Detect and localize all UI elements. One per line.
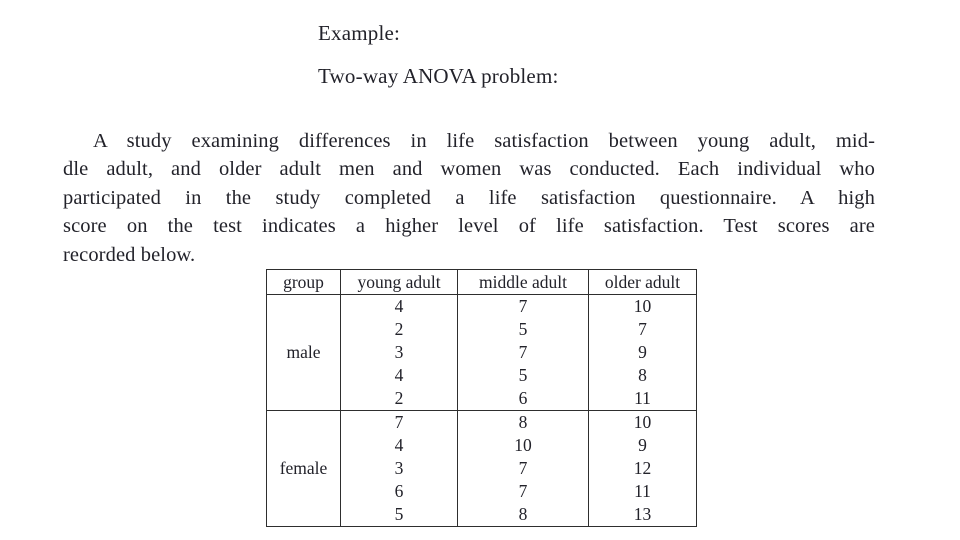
score-cell: 7 — [457, 457, 589, 480]
table-row: 4 5 8 — [267, 364, 697, 387]
score-cell: 2 — [340, 387, 458, 411]
score-cell: 8 — [588, 364, 697, 387]
table-row: 6 7 11 — [267, 480, 697, 503]
score-cell: 7 — [457, 341, 589, 364]
score-cell: 11 — [588, 387, 697, 411]
score-cell: 4 — [340, 434, 458, 457]
score-cell: 9 — [588, 341, 697, 364]
heading-anova-problem: Two-way ANOVA problem: — [318, 64, 559, 88]
score-cell: 6 — [457, 387, 589, 411]
score-cell: 4 — [340, 364, 458, 387]
score-cell: 5 — [340, 503, 458, 527]
score-cell: 7 — [340, 410, 458, 434]
header-row: group young adult middle adult older adu… — [266, 269, 697, 295]
table-row: 2 6 11 — [267, 387, 697, 411]
table-row: male 4 7 10 — [266, 294, 697, 411]
table-header: group young adult middle adult older adu… — [266, 269, 697, 295]
score-cell: 13 — [588, 503, 697, 527]
male-section: male 4 7 10 2 5 7 3 7 9 4 5 8 2 — [266, 294, 697, 411]
paragraph-line: A study examining differences in life sa… — [93, 130, 875, 152]
table-row: 2 5 7 — [267, 318, 697, 341]
heading-example: Example: — [318, 21, 401, 45]
paragraph-line: dle adult, and older adult men and women… — [63, 158, 875, 181]
score-cell: 9 — [588, 434, 697, 457]
header-group: group — [266, 269, 341, 295]
problem-description-paragraph: A study examining differences in life sa… — [63, 127, 875, 269]
score-cell: 11 — [588, 480, 697, 503]
score-cell: 5 — [457, 318, 589, 341]
score-cell: 8 — [457, 410, 589, 434]
table-row: female 7 8 10 — [266, 410, 697, 527]
header-older-adult: older adult — [588, 269, 697, 295]
paragraph-line: recorded below. — [63, 243, 196, 266]
female-section: female 7 8 10 4 10 9 3 7 12 6 7 11 5 — [266, 410, 697, 527]
score-cell: 7 — [457, 294, 589, 318]
paragraph-line: participated in the study completed a li… — [63, 186, 875, 209]
score-cell: 6 — [340, 480, 458, 503]
table-row: 3 7 9 — [267, 341, 697, 364]
header-middle-adult: middle adult — [457, 269, 589, 295]
score-cell: 3 — [340, 457, 458, 480]
score-cell: 7 — [457, 480, 589, 503]
group-label-male: male — [266, 294, 341, 411]
score-cell: 10 — [457, 434, 589, 457]
score-cell: 12 — [588, 457, 697, 480]
score-cell: 10 — [588, 410, 697, 434]
group-label-female: female — [266, 410, 341, 527]
score-cell: 8 — [457, 503, 589, 527]
score-cell: 10 — [588, 294, 697, 318]
table-row: 4 10 9 — [267, 434, 697, 457]
score-cell: 2 — [340, 318, 458, 341]
score-cell: 3 — [340, 341, 458, 364]
header-young-adult: young adult — [340, 269, 458, 295]
score-cell: 4 — [340, 294, 458, 318]
table-row: 5 8 13 — [267, 503, 697, 527]
scores-table: group young adult middle adult older adu… — [266, 269, 697, 527]
table-row: 3 7 12 — [267, 457, 697, 480]
paragraph-line: score on the test indicates a higher lev… — [63, 215, 875, 238]
score-cell: 7 — [588, 318, 697, 341]
score-cell: 5 — [457, 364, 589, 387]
